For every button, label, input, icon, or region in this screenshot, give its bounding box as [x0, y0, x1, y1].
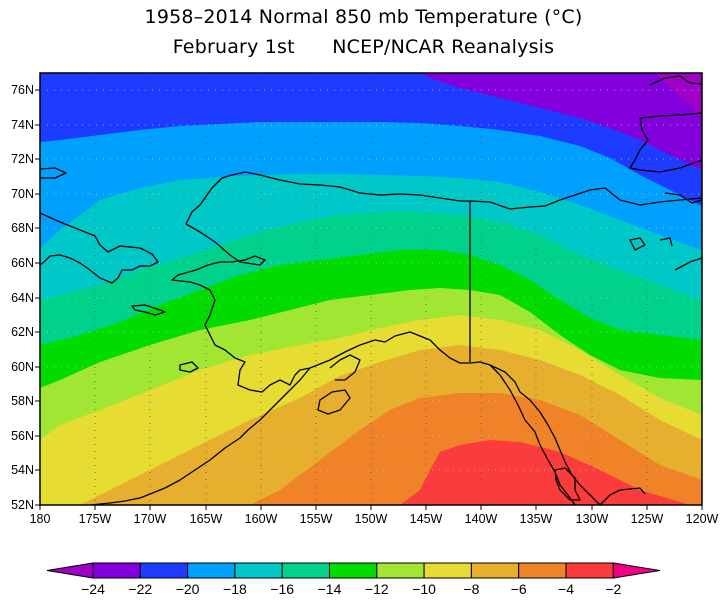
chart-subtitle: February 1st NCEP/NCAR Reanalysis — [172, 36, 555, 58]
x-tick-135W: 135W — [520, 512, 553, 526]
y-tick-64N: 64N — [11, 291, 34, 305]
x-tick-155W: 155W — [300, 512, 333, 526]
x-tick-160W: 160W — [245, 512, 278, 526]
x-tick-175W: 175W — [79, 512, 112, 526]
colorbar-label: −20 — [176, 581, 200, 597]
x-tick-labels: 180 175W 170W 165W 160W 155W 150W 145W 1… — [30, 512, 719, 526]
colorbar-label: −16 — [270, 581, 294, 597]
band-below-neg24 — [655, 73, 702, 118]
y-tick-labels: 76N 74N 72N 70N 68N 66N 64N 62N 60N 58N … — [11, 83, 34, 512]
y-tick-58N: 58N — [11, 394, 34, 408]
colorbar-extend-low — [46, 562, 94, 579]
x-tick-150W: 150W — [355, 512, 388, 526]
x-tick-165W: 165W — [190, 512, 223, 526]
y-axis — [35, 89, 40, 506]
y-tick-72N: 72N — [11, 152, 34, 166]
chart-title: 1958–2014 Normal 850 mb Temperature (°C) — [144, 6, 583, 28]
colorbar-extend-high — [612, 562, 661, 579]
colorbar-labels: −24 −22 −20 −18 −16 −14 −12 −10 −8 −6 −4… — [81, 581, 621, 597]
colorbar-label: −24 — [81, 581, 105, 597]
x-tick-180: 180 — [30, 512, 51, 526]
y-tick-76N: 76N — [11, 83, 34, 97]
colorbar-label: −14 — [318, 581, 342, 597]
y-tick-56N: 56N — [11, 429, 34, 443]
colorbar-label: −2 — [605, 581, 621, 597]
colorbar-label: −10 — [412, 581, 436, 597]
colorbar-label: −18 — [223, 581, 247, 597]
x-tick-130W: 130W — [576, 512, 609, 526]
colorbar — [46, 562, 661, 579]
x-tick-145W: 145W — [410, 512, 443, 526]
y-tick-52N: 52N — [11, 498, 34, 512]
y-tick-70N: 70N — [11, 187, 34, 201]
y-tick-60N: 60N — [11, 360, 34, 374]
colorbar-label: −12 — [365, 581, 389, 597]
contour-fill — [40, 73, 702, 505]
y-tick-62N: 62N — [11, 325, 34, 339]
y-tick-74N: 74N — [11, 118, 34, 132]
colorbar-label: −4 — [558, 581, 574, 597]
y-tick-68N: 68N — [11, 221, 34, 235]
y-tick-54N: 54N — [11, 463, 34, 477]
colorbar-label: −6 — [511, 581, 527, 597]
coastlines — [40, 75, 702, 505]
x-tick-140W: 140W — [465, 512, 498, 526]
x-tick-170W: 170W — [134, 512, 167, 526]
y-tick-66N: 66N — [11, 256, 34, 270]
x-tick-120W: 120W — [686, 512, 719, 526]
colorbar-label: −22 — [128, 581, 152, 597]
band-neg24-neg22 — [420, 73, 702, 170]
x-axis — [39, 505, 703, 510]
x-tick-125W: 125W — [631, 512, 664, 526]
colorbar-label: −8 — [463, 581, 479, 597]
